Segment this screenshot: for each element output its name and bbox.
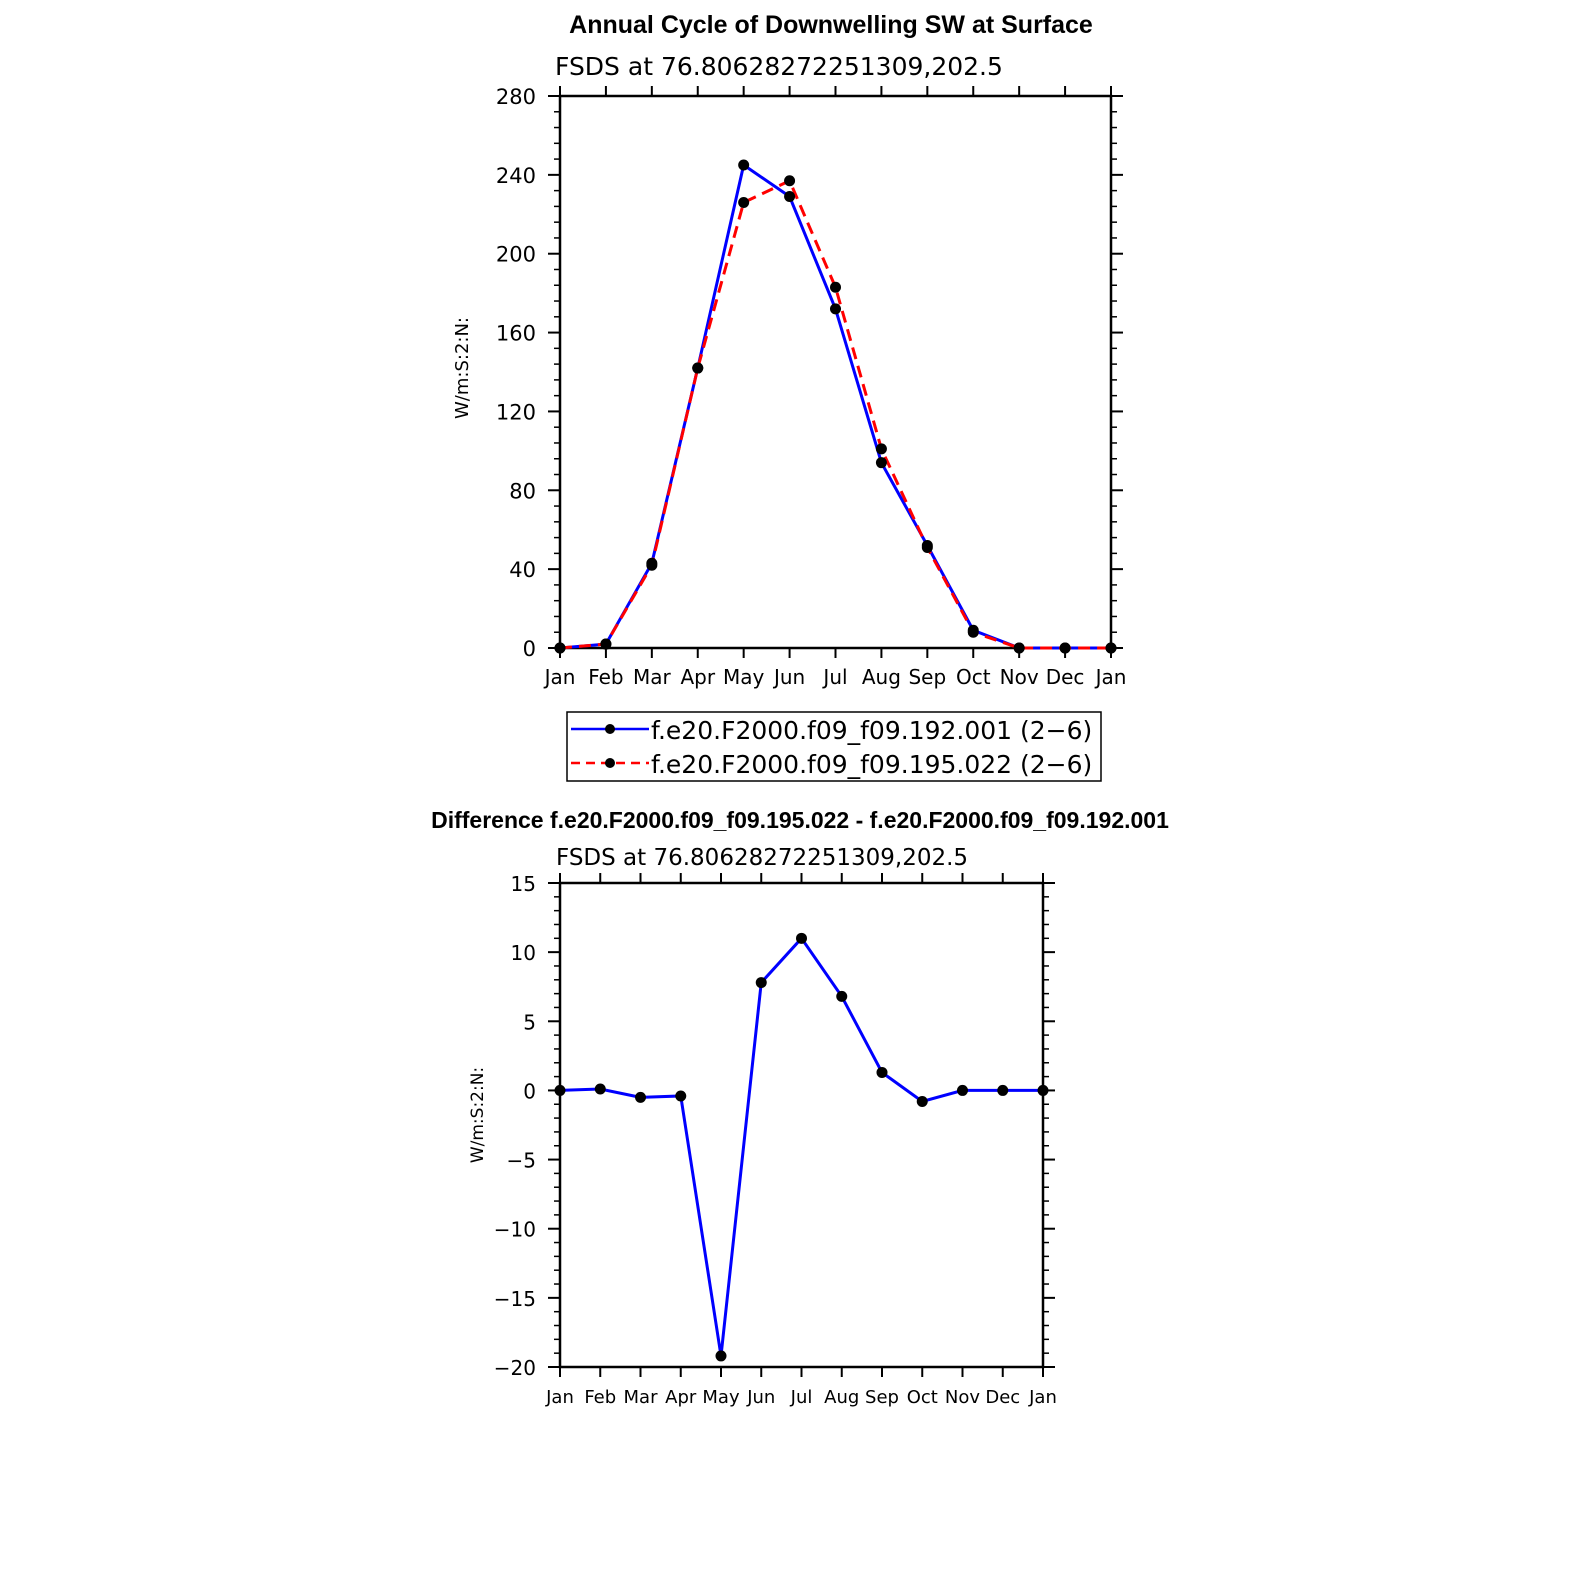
series-line-1 xyxy=(559,162,1111,650)
y-tick-label: 80 xyxy=(509,479,536,503)
legend-label-series-2: f.e20.F2000.f09_f09.195.022 (2−6) xyxy=(651,750,1092,779)
y-tick-label: 160 xyxy=(496,322,536,346)
y-tick-label: −5 xyxy=(507,1149,536,1173)
series-2-point xyxy=(600,638,612,650)
x-tick-label: Oct xyxy=(907,1387,938,1408)
y-tick-label: 280 xyxy=(496,85,536,109)
x-tick-label: May xyxy=(702,1387,740,1408)
chart2-plot xyxy=(554,932,1049,1362)
chart1-ylabel: W/m:S:2:N: xyxy=(452,317,473,419)
series-2-point xyxy=(1059,642,1071,654)
x-tick-label: Dec xyxy=(985,1387,1020,1408)
chart2-axes: Jan Feb Mar Apr May Jun Jul Aug Sep Oct Nov Dec Jan−… xyxy=(494,872,1057,1408)
y-tick-label: −10 xyxy=(494,1218,536,1242)
x-tick-label: Sep xyxy=(865,1387,899,1408)
chart1-title: Annual Cycle of Downwelling SW at Surfac… xyxy=(569,11,1093,39)
series-1-point xyxy=(738,159,750,171)
series-1-point xyxy=(997,1084,1009,1096)
series-2-point xyxy=(921,541,933,553)
series-1-point xyxy=(594,1083,606,1095)
series-1-point xyxy=(784,191,796,203)
series-2-point xyxy=(830,281,841,293)
y-tick-label: 120 xyxy=(496,400,536,424)
x-tick-label: Aug xyxy=(862,665,901,689)
y-tick-label: 240 xyxy=(496,164,536,188)
series-1-point xyxy=(957,1084,968,1096)
chart1-plot xyxy=(554,159,1117,654)
legend-marker-series-2 xyxy=(605,758,615,768)
x-tick-label: Oct xyxy=(956,665,991,689)
series-2-point xyxy=(967,626,979,638)
x-tick-label: Jun xyxy=(772,665,805,689)
chart2-ylabel: W/m:S:2:N: xyxy=(468,1067,488,1163)
y-tick-label: −15 xyxy=(494,1287,536,1311)
x-tick-label: Jan xyxy=(1094,665,1127,689)
series-2-point xyxy=(875,443,887,455)
chart1-axes: Jan Feb Mar Apr May Jun Jul Aug Sep Oct Nov Dec Jan 0… xyxy=(496,85,1127,689)
x-tick-label: Nov xyxy=(945,1387,980,1408)
x-tick-label: Jul xyxy=(821,665,847,689)
legend-box xyxy=(566,711,1102,782)
series-1-point xyxy=(875,457,887,469)
legend-label-series-1: f.e20.F2000.f09_f09.192.001 (2−6) xyxy=(651,716,1092,745)
chart2-subtitle: FSDS at 76.80628272251309,202.5 xyxy=(556,845,968,871)
series-1-point xyxy=(796,932,807,944)
series-2-point xyxy=(1013,642,1025,654)
series-2-point xyxy=(1105,642,1117,654)
series-1-point xyxy=(830,303,841,315)
y-tick-label: 10 xyxy=(511,941,536,965)
series-1-point xyxy=(836,990,848,1002)
x-tick-label: Jul xyxy=(790,1387,813,1408)
series-1-point xyxy=(675,1090,687,1102)
x-tick-label: Apr xyxy=(680,665,715,689)
x-tick-label: Dec xyxy=(1046,665,1085,689)
series-1-point xyxy=(715,1350,727,1362)
chart2-title: Difference f.e20.F2000.f09_f09.195.022 -… xyxy=(431,807,1169,833)
legend-marker-series-1 xyxy=(605,724,615,734)
series-1-point xyxy=(1037,1084,1049,1096)
series-line-1 xyxy=(559,935,1043,1357)
y-tick-label: 5 xyxy=(523,1010,536,1034)
x-tick-label: Aug xyxy=(824,1387,859,1408)
series-2-point xyxy=(738,196,750,208)
y-tick-label: −20 xyxy=(494,1356,536,1380)
series-2-point xyxy=(692,362,704,374)
series-1-point xyxy=(755,977,767,989)
x-tick-label: May xyxy=(723,665,765,689)
y-tick-label: 200 xyxy=(496,243,536,267)
series-1-point xyxy=(876,1066,888,1078)
y-tick-label: 15 xyxy=(511,872,536,896)
chart2-frame xyxy=(558,881,1045,1369)
y-tick-label: 0 xyxy=(523,1079,536,1103)
series-1-point xyxy=(916,1095,928,1107)
x-tick-label: Sep xyxy=(908,665,946,689)
x-tick-label: Feb xyxy=(588,665,623,689)
series-1-point xyxy=(554,1084,566,1096)
series-1-point xyxy=(635,1091,646,1103)
x-tick-label: Mar xyxy=(624,1387,659,1408)
series-2-point xyxy=(646,559,658,571)
series-2-point xyxy=(784,175,796,187)
y-tick-label: 0 xyxy=(523,637,536,661)
y-tick-label: 40 xyxy=(509,558,536,582)
chart1-legend: f.e20.F2000.f09_f09.192.001 (2−6) f.e20.… xyxy=(566,711,1102,782)
x-tick-label: Apr xyxy=(665,1387,697,1408)
series-2-point xyxy=(554,642,566,654)
x-tick-label: Mar xyxy=(633,665,672,689)
x-tick-label: Jun xyxy=(746,1387,775,1408)
x-tick-label: Jan xyxy=(543,665,576,689)
x-tick-label: Nov xyxy=(1000,665,1039,689)
chart1-subtitle: FSDS at 76.80628272251309,202.5 xyxy=(555,52,1003,81)
chart1-frame xyxy=(558,94,1113,650)
x-tick-label: Jan xyxy=(1028,1387,1057,1408)
x-tick-label: Jan xyxy=(545,1387,574,1408)
x-tick-label: Feb xyxy=(584,1387,616,1408)
